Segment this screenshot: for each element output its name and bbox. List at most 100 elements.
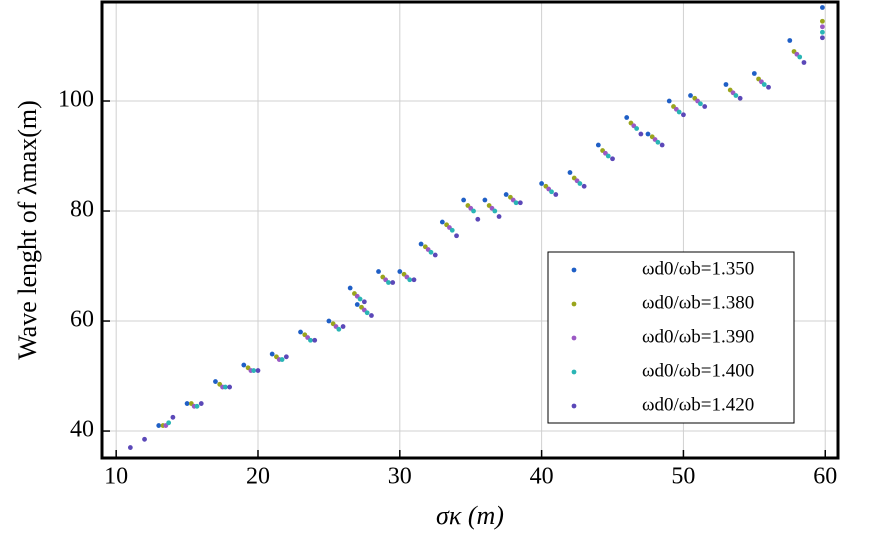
point [681,112,686,118]
x-axis-label: σκ (m) [436,501,504,530]
legend-label: ωd0/ωb=1.380 [642,292,754,313]
legend-marker [571,403,577,409]
legend-label: ωd0/ωb=1.390 [642,326,754,347]
point [820,24,825,30]
point [213,379,218,384]
point [166,420,172,426]
point [336,326,342,332]
point [567,170,573,175]
legend-marker [571,267,577,273]
legend-marker [571,301,577,307]
point [461,197,467,203]
point [595,142,601,148]
point [454,233,459,239]
point [659,142,665,148]
y-tick-label: 100 [58,87,94,113]
point [251,368,257,373]
point [737,95,743,101]
legend-label: ωd0/ωb=1.400 [642,360,754,381]
point [142,436,147,442]
point [482,197,488,203]
point [364,310,370,316]
point [517,200,523,206]
point [241,362,247,368]
point [255,368,261,373]
point [638,131,644,137]
point [428,249,434,255]
y-axis-label: Wave lenght of λmax(m) [13,100,42,360]
point [733,93,739,98]
point [702,104,708,109]
point [605,153,611,159]
point [354,302,360,307]
point [376,269,381,274]
point [634,126,640,131]
x-tick-label: 50 [671,464,695,490]
point [361,299,367,305]
x-tick-label: 10 [104,464,128,490]
point [820,29,825,35]
point [227,384,233,390]
point [645,131,651,137]
legend-label: ωd0/ωb=1.420 [642,394,754,415]
point [340,324,346,329]
point [390,280,396,285]
point [194,403,200,409]
point [471,208,476,214]
point [411,277,417,283]
point [386,280,391,285]
point [312,337,318,343]
point [347,285,353,291]
point [553,192,559,197]
point [676,109,682,115]
point [820,18,825,24]
point [688,93,693,98]
point [283,354,289,360]
point [170,414,176,420]
point [127,445,133,450]
point [298,329,303,335]
point [761,82,767,87]
point [766,84,771,90]
y-tick-label: 80 [70,197,94,223]
point [407,277,413,283]
point [577,181,583,186]
x-tick-label: 20 [246,464,270,490]
point [655,139,661,145]
y-tick-label: 40 [70,417,94,443]
plot-frame [100,0,840,460]
point [357,296,363,302]
point [820,5,825,10]
point [222,384,228,390]
point [513,200,519,206]
x-tick-label: 30 [388,464,412,490]
point [666,98,672,104]
point [549,189,554,195]
point [787,38,793,43]
point [496,214,502,219]
point [418,241,424,247]
point [156,423,162,428]
point [184,401,190,406]
point [432,252,438,258]
point [624,115,630,120]
point [801,60,807,65]
point [397,269,403,274]
point [449,227,455,233]
point [610,156,615,162]
point [475,216,481,222]
point [698,101,703,107]
legend-label: ωd0/ωb=1.350 [642,258,754,279]
point [308,337,313,343]
point [326,318,332,324]
x-tick-label: 60 [813,464,837,490]
point [751,71,757,76]
point [503,192,509,197]
point [820,35,825,41]
point [797,54,803,60]
point [369,313,374,318]
point [492,208,498,214]
x-tick-label: 40 [530,464,554,490]
legend-marker [571,335,577,341]
